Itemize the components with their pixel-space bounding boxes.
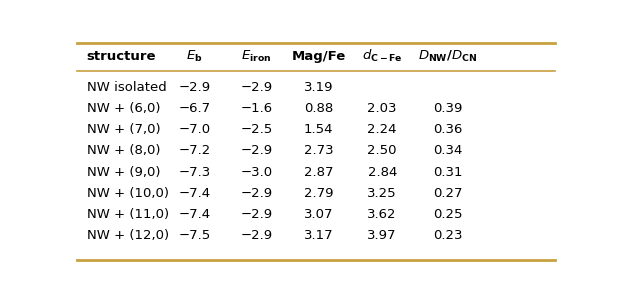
Text: 0.39: 0.39 [433,102,462,115]
Text: $\mathit{E}_\mathregular{iron}$: $\mathit{E}_\mathregular{iron}$ [241,49,271,64]
Text: −2.9: −2.9 [241,144,273,157]
Text: −7.4: −7.4 [178,208,210,221]
Text: NW + (8,0): NW + (8,0) [86,144,160,157]
Text: −1.6: −1.6 [241,102,273,115]
Text: 2.03: 2.03 [368,102,397,115]
Text: 2.79: 2.79 [304,187,333,200]
Text: −2.5: −2.5 [240,123,273,136]
Text: −7.2: −7.2 [178,144,210,157]
Text: −6.7: −6.7 [178,102,210,115]
Text: NW + (12,0): NW + (12,0) [86,230,169,242]
Text: −2.9: −2.9 [241,230,273,242]
Text: −2.9: −2.9 [241,187,273,200]
Text: Mag/Fe: Mag/Fe [291,50,346,63]
Text: 2.24: 2.24 [368,123,397,136]
Text: NW isolated: NW isolated [86,80,167,94]
Text: $\mathit{E}_\mathregular{b}$: $\mathit{E}_\mathregular{b}$ [186,49,202,64]
Text: 3.62: 3.62 [368,208,397,221]
Text: 2.73: 2.73 [304,144,333,157]
Text: 3.19: 3.19 [304,80,333,94]
Text: 0.36: 0.36 [433,123,462,136]
Text: NW + (11,0): NW + (11,0) [86,208,169,221]
Text: structure: structure [86,50,156,63]
Text: −3.0: −3.0 [241,166,273,179]
Text: NW + (7,0): NW + (7,0) [86,123,160,136]
Text: 0.23: 0.23 [433,230,463,242]
Text: 2.50: 2.50 [368,144,397,157]
Text: 2.87: 2.87 [304,166,333,179]
Text: −2.9: −2.9 [241,80,273,94]
Text: 3.17: 3.17 [304,230,333,242]
Text: −7.0: −7.0 [178,123,210,136]
Text: NW + (6,0): NW + (6,0) [86,102,160,115]
Text: 0.25: 0.25 [433,208,463,221]
Text: −2.9: −2.9 [178,80,210,94]
Text: 3.07: 3.07 [304,208,333,221]
Text: −2.9: −2.9 [241,208,273,221]
Text: −7.3: −7.3 [178,166,210,179]
Text: 1.54: 1.54 [304,123,333,136]
Text: 2.84: 2.84 [368,166,397,179]
Text: 0.27: 0.27 [433,187,463,200]
Text: NW + (9,0): NW + (9,0) [86,166,160,179]
Text: −7.4: −7.4 [178,187,210,200]
Text: 0.31: 0.31 [433,166,463,179]
Text: 3.97: 3.97 [368,230,397,242]
Text: $\mathit{D}_\mathregular{NW}$/$\mathit{D}_\mathregular{CN}$: $\mathit{D}_\mathregular{NW}$/$\mathit{D… [418,49,478,64]
Text: NW + (10,0): NW + (10,0) [86,187,168,200]
Text: 0.88: 0.88 [304,102,333,115]
Text: $\mathit{d}_\mathregular{C-Fe}$: $\mathit{d}_\mathregular{C-Fe}$ [362,48,402,64]
Text: 0.34: 0.34 [433,144,462,157]
Text: −7.5: −7.5 [178,230,210,242]
Text: 3.25: 3.25 [367,187,397,200]
